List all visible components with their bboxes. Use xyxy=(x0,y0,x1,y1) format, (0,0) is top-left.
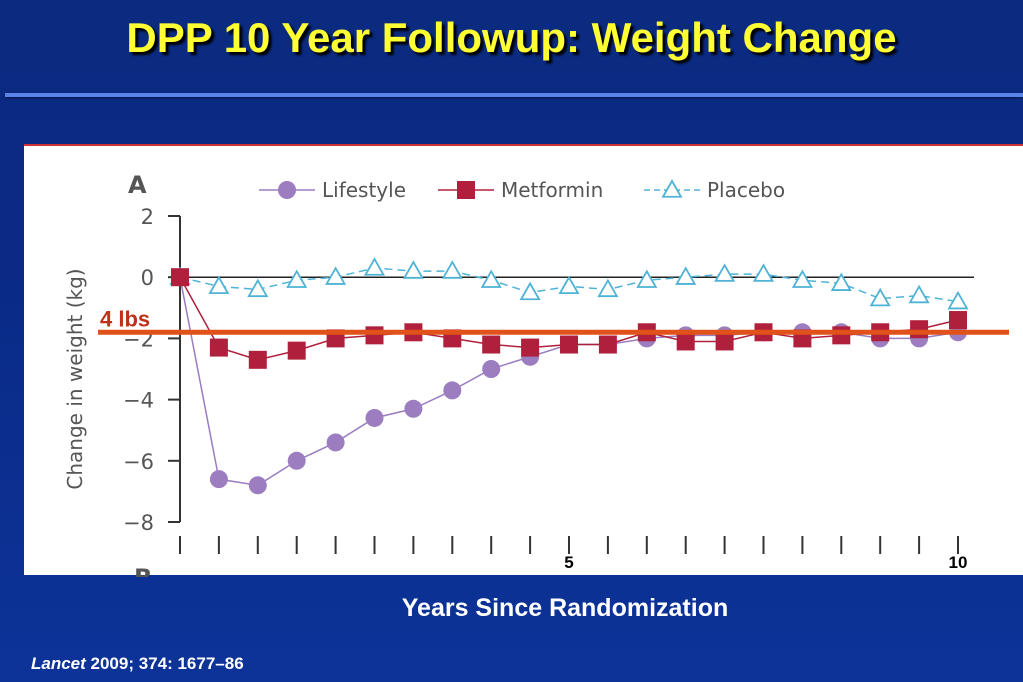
y-tick-label: −8 xyxy=(123,511,154,535)
legend-label: Placebo xyxy=(707,178,785,202)
slide-title: DPP 10 Year Followup: Weight Change xyxy=(126,14,897,61)
y-tick-label: −4 xyxy=(123,389,154,413)
placebo-point xyxy=(791,269,813,288)
placebo-point xyxy=(363,257,386,276)
placebo-point xyxy=(441,260,463,279)
legend-marker xyxy=(661,179,683,198)
placebo-point xyxy=(519,281,541,301)
metformin-point xyxy=(287,341,306,360)
legend-marker xyxy=(457,181,475,199)
placebo-point xyxy=(675,266,697,285)
lifestyle-point xyxy=(326,433,345,452)
placebo-point xyxy=(402,260,424,279)
y-axis-title: Change in weight (kg) xyxy=(63,268,87,489)
placebo-point xyxy=(325,266,347,285)
x-tick-label: 5 xyxy=(564,553,573,572)
placebo-point xyxy=(869,287,891,307)
placebo-point xyxy=(558,275,580,295)
metformin-point xyxy=(910,320,929,339)
placebo-point xyxy=(947,290,969,310)
lifestyle-point xyxy=(365,408,384,427)
title-divider xyxy=(5,93,1023,97)
x-tick-label: 10 xyxy=(949,553,968,572)
metformin-point xyxy=(560,335,578,354)
x-axis-title: Years Since Randomization xyxy=(401,594,729,622)
metformin-point xyxy=(171,268,189,287)
placebo-point xyxy=(208,275,230,295)
metformin-point xyxy=(676,332,695,351)
placebo-point xyxy=(636,269,658,288)
placebo-point xyxy=(830,272,852,291)
metformin-point xyxy=(949,311,967,330)
metformin-point xyxy=(365,326,384,345)
legend-label: Lifestyle xyxy=(322,178,406,202)
placebo-point xyxy=(908,284,930,304)
lifestyle-point xyxy=(287,451,306,470)
placebo-point xyxy=(286,269,308,288)
metformin-point xyxy=(248,350,267,369)
lifestyle-point xyxy=(209,470,228,489)
legend-item-lifestyle: Lifestyle xyxy=(259,178,406,202)
lifestyle-point xyxy=(443,381,462,400)
placebo-point xyxy=(752,263,775,282)
placebo-point xyxy=(247,278,269,298)
legend-label: Metformin xyxy=(501,178,603,202)
metformin-point xyxy=(482,335,501,354)
legend-marker xyxy=(278,181,296,199)
y-tick-label: 2 xyxy=(141,205,154,229)
legend-item-metformin: Metformin xyxy=(438,178,603,202)
placebo-point xyxy=(480,269,502,288)
lifestyle-point xyxy=(482,360,501,378)
y-tick-label: 0 xyxy=(141,266,154,290)
reference-line-label: 4 lbs xyxy=(100,306,150,331)
panel-label: A xyxy=(128,171,147,199)
next-panel-label: B xyxy=(134,564,152,577)
lifestyle-point xyxy=(248,476,267,495)
metformin-point xyxy=(521,338,540,357)
metformin-point xyxy=(832,326,851,345)
metformin-point xyxy=(598,335,617,354)
metformin-point xyxy=(715,332,734,351)
citation-journal: Lancet xyxy=(31,654,86,673)
lifestyle-point xyxy=(404,399,423,418)
placebo-point xyxy=(597,278,619,298)
y-tick-label: −6 xyxy=(123,450,154,474)
placebo-point xyxy=(714,263,736,282)
citation-details: 2009; 374: 1677–86 xyxy=(85,654,244,673)
series-lifestyle xyxy=(171,268,967,495)
series-placebo xyxy=(169,257,969,310)
citation: Lancet 2009; 374: 1677–86 xyxy=(31,654,244,674)
legend-item-placebo: Placebo xyxy=(644,178,785,202)
metformin-point xyxy=(209,338,228,357)
